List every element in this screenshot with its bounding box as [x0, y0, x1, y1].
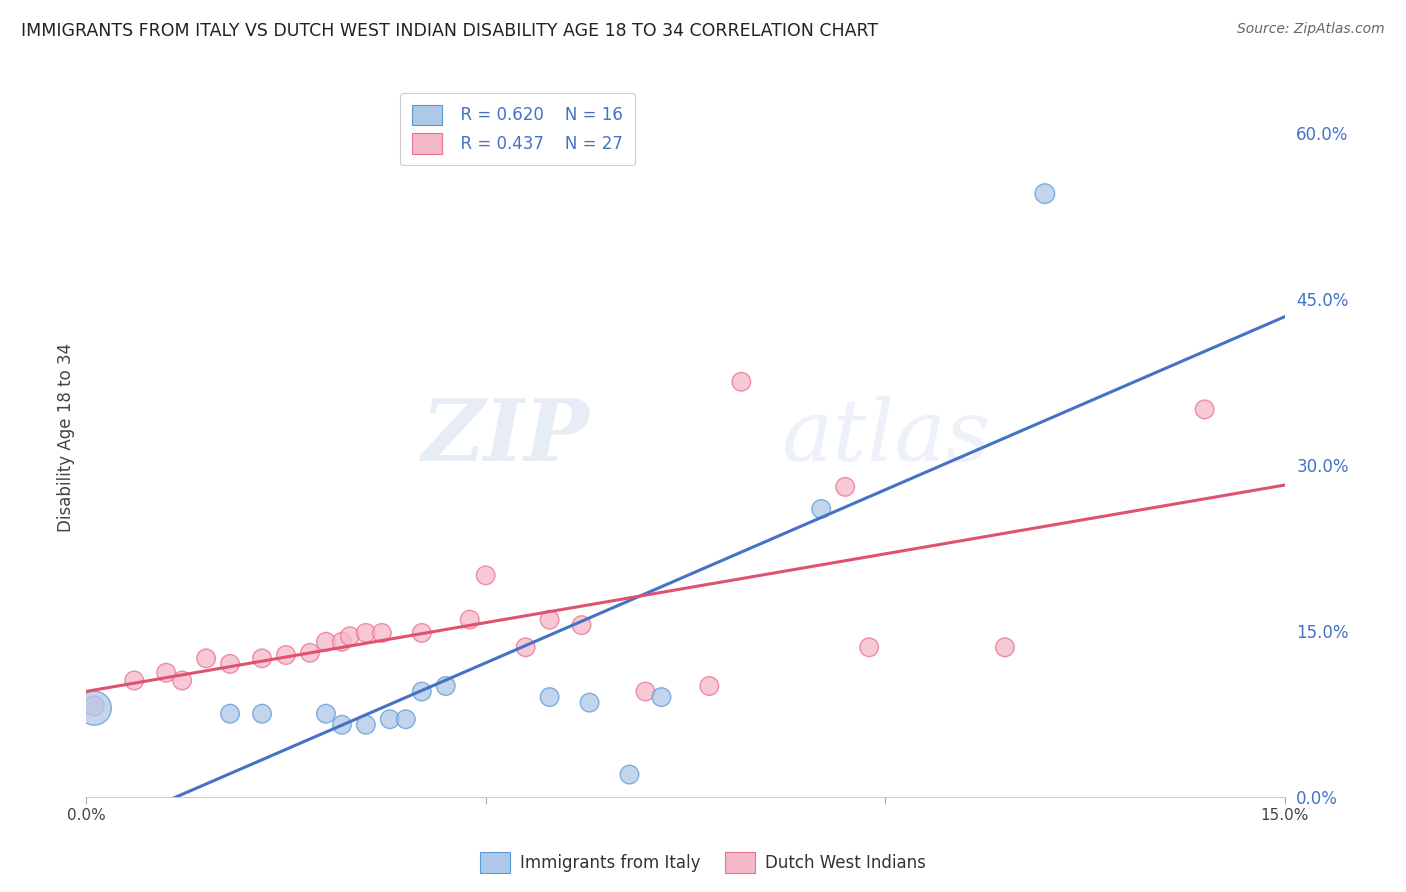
Point: [411, 626, 433, 640]
Point: [315, 634, 337, 648]
Point: [250, 706, 273, 721]
Text: atlas: atlas: [782, 396, 990, 478]
Point: [219, 706, 242, 721]
Point: [354, 718, 377, 732]
Point: [834, 480, 856, 494]
Point: [274, 648, 297, 662]
Point: [155, 665, 177, 680]
Point: [1194, 402, 1216, 417]
Point: [619, 767, 641, 781]
Point: [219, 657, 242, 671]
Text: ZIP: ZIP: [422, 395, 589, 479]
Point: [371, 626, 394, 640]
Y-axis label: Disability Age 18 to 34: Disability Age 18 to 34: [58, 343, 75, 532]
Point: [578, 696, 600, 710]
Point: [354, 626, 377, 640]
Point: [810, 502, 832, 516]
Point: [634, 684, 657, 698]
Point: [1033, 186, 1056, 201]
Point: [83, 698, 105, 713]
Point: [298, 646, 321, 660]
Point: [172, 673, 194, 688]
Point: [195, 651, 218, 665]
Text: Source: ZipAtlas.com: Source: ZipAtlas.com: [1237, 22, 1385, 37]
Point: [411, 684, 433, 698]
Point: [699, 679, 721, 693]
Point: [122, 673, 145, 688]
Point: [858, 640, 880, 655]
Point: [339, 629, 361, 643]
Point: [250, 651, 273, 665]
Point: [474, 568, 496, 582]
Point: [315, 706, 337, 721]
Point: [730, 375, 752, 389]
Point: [571, 618, 593, 632]
Point: [538, 613, 561, 627]
Point: [83, 701, 105, 715]
Point: [650, 690, 672, 704]
Point: [434, 679, 457, 693]
Point: [538, 690, 561, 704]
Text: IMMIGRANTS FROM ITALY VS DUTCH WEST INDIAN DISABILITY AGE 18 TO 34 CORRELATION C: IMMIGRANTS FROM ITALY VS DUTCH WEST INDI…: [21, 22, 879, 40]
Point: [330, 634, 353, 648]
Point: [395, 712, 418, 726]
Point: [330, 718, 353, 732]
Point: [378, 712, 401, 726]
Legend:   R = 0.620    N = 16,   R = 0.437    N = 27: R = 0.620 N = 16, R = 0.437 N = 27: [401, 93, 636, 165]
Point: [994, 640, 1017, 655]
Legend: Immigrants from Italy, Dutch West Indians: Immigrants from Italy, Dutch West Indian…: [474, 846, 932, 880]
Point: [515, 640, 537, 655]
Point: [458, 613, 481, 627]
